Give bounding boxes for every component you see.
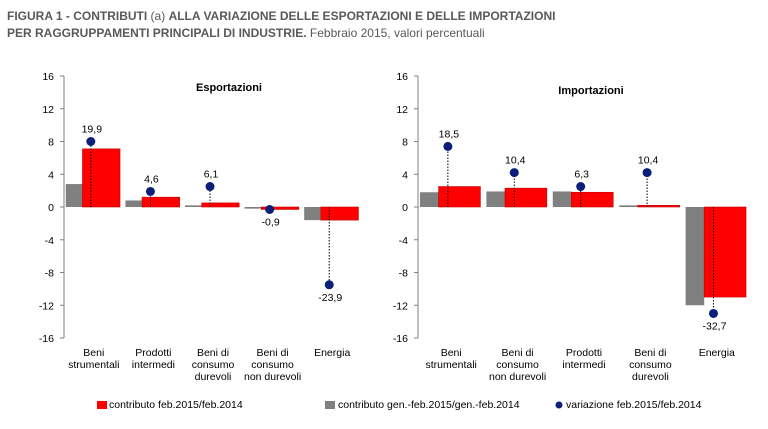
- bar-red: [201, 202, 240, 208]
- category-label: Beni: [83, 347, 104, 359]
- title-part3: ALLA VARIAZIONE DELLE ESPORTAZIONI E DEL…: [168, 9, 556, 23]
- legend-label: contributo gen.-feb.2015/gen.-feb.2014: [338, 399, 520, 411]
- y-tick-label: 16: [42, 71, 54, 83]
- bar-red: [438, 186, 481, 208]
- y-tick-label: 8: [402, 137, 408, 149]
- variation-point: [324, 280, 334, 290]
- y-tick-label: 8: [48, 137, 54, 149]
- variation-label: 4,6: [144, 173, 159, 185]
- variation-point: [642, 168, 652, 178]
- title-line2-bold: PER RAGGRUPPAMENTI PRINCIPALI DI INDUSTR…: [7, 26, 307, 40]
- bar-gray: [419, 192, 439, 207]
- variation-label: 10,4: [505, 155, 526, 167]
- panel-title: Esportazioni: [196, 82, 262, 94]
- category-label: Energia: [314, 347, 350, 359]
- legend-swatch-red: [97, 401, 107, 409]
- y-tick-label: -16: [393, 333, 408, 345]
- variation-label: 6,1: [204, 169, 219, 181]
- variation-label: -23,9: [318, 292, 342, 304]
- variation-point: [86, 137, 96, 146]
- category-label: Beni di: [502, 347, 534, 359]
- y-tick-label: -12: [393, 300, 408, 312]
- variation-point: [265, 204, 275, 214]
- category-label: durevoli: [195, 371, 232, 383]
- category-label: consumo: [629, 359, 672, 371]
- variation-label: 19,9: [82, 124, 103, 136]
- variation-label: -32,7: [703, 320, 727, 332]
- bar-gray: [125, 200, 143, 207]
- bar-gray: [304, 207, 321, 221]
- category-label: non durevoli: [489, 371, 546, 383]
- bar-red: [571, 191, 614, 208]
- legend-label: contributo feb.2015/feb.2014: [109, 399, 243, 411]
- category-label: Beni: [441, 347, 462, 359]
- y-tick-label: -8: [45, 268, 54, 280]
- bar-red: [320, 206, 359, 221]
- bar-gray: [184, 205, 202, 207]
- y-tick-label: 12: [42, 104, 54, 116]
- bar-red: [504, 187, 548, 208]
- bar-gray: [619, 205, 638, 207]
- bar-red: [703, 206, 747, 298]
- legend-label: variazione feb.2015/feb.2014: [566, 399, 702, 411]
- category-label: intermedi: [132, 359, 175, 371]
- y-tick-label: -4: [399, 235, 408, 247]
- variation-point: [576, 182, 586, 192]
- category-label: Prodotti: [135, 347, 171, 359]
- y-tick-label: 16: [396, 71, 408, 83]
- y-tick-label: -16: [39, 333, 54, 345]
- category-label: non durevoli: [244, 371, 301, 383]
- variation-point: [708, 308, 718, 318]
- y-tick-label: 4: [402, 169, 408, 181]
- figure-title: FIGURA 1 - CONTRIBUTI (a) ALLA VARIAZION…: [7, 8, 763, 42]
- category-label: intermedi: [562, 359, 605, 371]
- title-part1: FIGURA 1 - CONTRIBUTI: [7, 9, 148, 23]
- category-label: consumo: [192, 359, 235, 371]
- bar-red: [637, 205, 680, 208]
- category-label: consumo: [496, 359, 539, 371]
- y-tick-label: -12: [39, 300, 54, 312]
- bar-gray: [685, 207, 705, 306]
- variation-label: 10,4: [638, 155, 659, 167]
- variation-label: -0,9: [262, 216, 280, 228]
- category-label: strumentali: [426, 359, 477, 371]
- bar-red: [82, 148, 121, 208]
- bar-gray: [65, 184, 83, 207]
- y-tick-label: -4: [45, 235, 54, 247]
- variation-point: [145, 186, 155, 196]
- category-label: durevoli: [632, 371, 669, 383]
- title-part2: (a): [147, 9, 169, 23]
- legend-swatch-gray: [325, 401, 335, 409]
- category-label: Beni di: [257, 347, 289, 359]
- variation-point: [205, 182, 215, 192]
- y-tick-label: 4: [48, 169, 54, 181]
- bar-gray: [486, 191, 505, 207]
- bar-gray: [244, 207, 262, 209]
- bar-gray: [552, 191, 572, 207]
- category-label: Energia: [699, 347, 735, 359]
- title-line2-rest: Febbraio 2015, valori percentuali: [306, 26, 485, 40]
- y-tick-label: 0: [48, 202, 54, 214]
- y-tick-label: -8: [399, 268, 408, 280]
- variation-point: [509, 168, 519, 178]
- category-label: strumentali: [68, 359, 119, 371]
- y-tick-label: 0: [402, 202, 408, 214]
- panel-title: Importazioni: [558, 85, 623, 97]
- variation-label: 18,5: [439, 128, 460, 140]
- category-label: Beni di: [634, 347, 666, 359]
- category-label: Beni di: [197, 347, 229, 359]
- variation-point: [443, 141, 453, 151]
- bar-red: [260, 206, 300, 210]
- variation-label: 6,3: [574, 169, 589, 181]
- bar-red: [141, 196, 180, 208]
- y-tick-label: 12: [396, 104, 408, 116]
- legend-swatch-dot: [555, 401, 563, 409]
- category-label: Prodotti: [566, 347, 602, 359]
- category-label: consumo: [251, 359, 294, 371]
